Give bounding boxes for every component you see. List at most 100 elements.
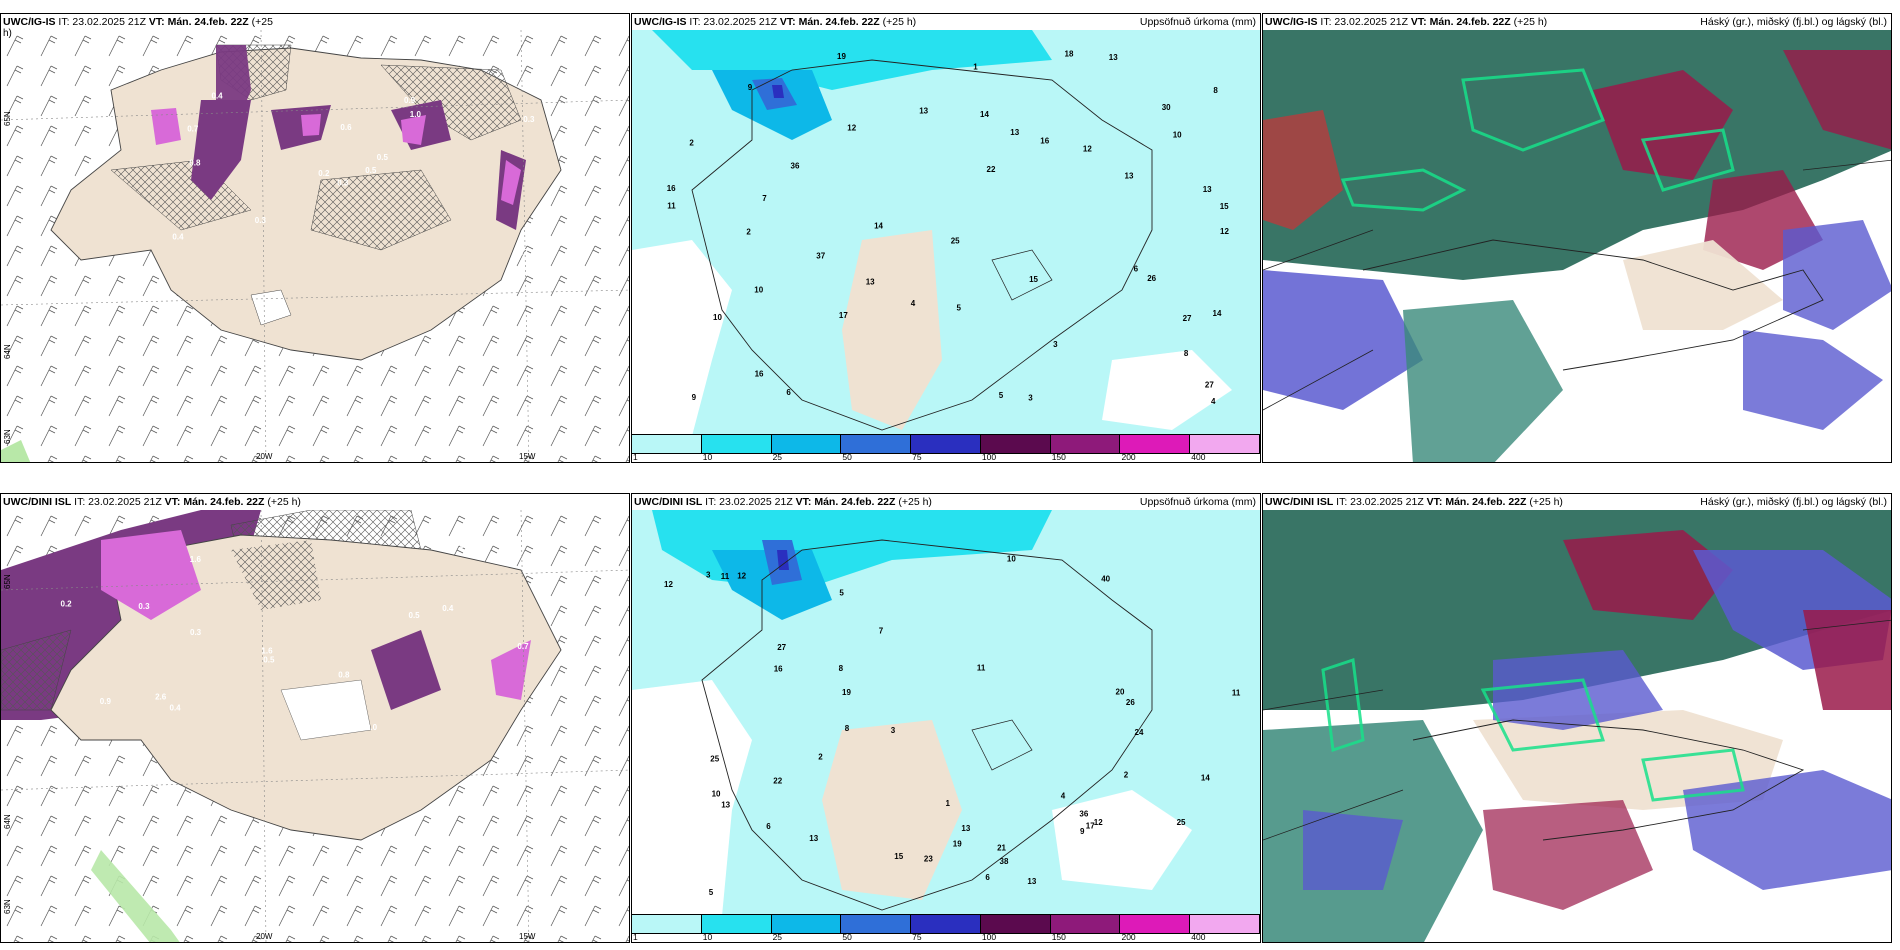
lat-label: 64N: [3, 814, 12, 829]
value-label: 37: [816, 252, 825, 261]
lon-label: 15W: [519, 932, 536, 941]
lon-label: 15W: [519, 452, 536, 461]
colorbar-swatch: [1050, 435, 1121, 453]
value-label: 6: [1134, 265, 1139, 274]
lat-label: 64N: [3, 344, 12, 359]
value-label: 13: [919, 107, 928, 116]
value-label: 7: [762, 194, 767, 203]
colorbar-tick-label: 200: [1121, 452, 1136, 462]
map-snow-dini: 2.01.62.60.3 0.40.60.70.30.50.40.90.21.60…: [1, 510, 629, 942]
value-label: 9: [1080, 827, 1085, 836]
value-label: 0.5: [377, 153, 389, 162]
value-label: 1.0: [410, 110, 422, 119]
value-label: 13: [1125, 172, 1134, 181]
value-label: 8: [1184, 349, 1189, 358]
value-label: 13: [1109, 53, 1118, 62]
map-snow-igis: 0.3 0.7 0.2 0.4 0.5 0.3 0.9 0.6 1.0 0.5 0.4 0.2 0.8 0…: [1, 30, 629, 462]
valid-time: VT: Mán. 24.feb. 22Z: [779, 16, 880, 28]
value-label: 0.3: [255, 216, 267, 225]
value-label: 11: [977, 664, 986, 673]
value-label: 13: [721, 801, 730, 810]
value-label: 12: [737, 571, 746, 580]
precip-value-labels: 1213161514141318273036261317102537161913…: [667, 49, 1230, 406]
colorbar-swatch: [771, 915, 842, 933]
value-label: 19: [842, 688, 851, 697]
panel-dini-clouds: UWC/DINI ISL IT: 23.02.2025 21Z VT: Mán.…: [1262, 493, 1892, 943]
value-label: 11: [721, 572, 730, 581]
colorbar-swatch: [1050, 915, 1121, 933]
value-label: 26: [1126, 698, 1135, 707]
panel-header: UWC/DINI ISL IT: 23.02.2025 21Z VT: Mán.…: [1263, 494, 1891, 510]
value-label: 9: [748, 83, 753, 92]
panel-header: UWC/DINI ISL IT: 23.02.2025 21Z VT: Mán.…: [1, 494, 629, 510]
value-label: 17: [1086, 822, 1095, 831]
colorbar: 1 10 25 50 75 100 150 200 400: [632, 914, 1260, 942]
value-label: 0.3: [523, 115, 535, 124]
field-title: Uppsöfnuð úrkoma (mm): [1139, 496, 1256, 508]
value-label: 30: [1162, 103, 1171, 112]
value-label: 0.8: [338, 670, 350, 679]
value-label: 38: [1000, 857, 1009, 866]
lon-label: 20W: [256, 932, 273, 941]
value-label: 12: [664, 580, 673, 589]
value-label: 12: [1083, 145, 1092, 154]
value-label: 7: [879, 627, 884, 636]
colorbar-swatches: [632, 914, 1260, 934]
value-label: 24: [1135, 728, 1144, 737]
colorbar-swatch: [841, 915, 912, 933]
colorbar-tick-label: 25: [772, 932, 783, 942]
lead-time: (+25 h): [1510, 16, 1548, 28]
value-label: 3: [1053, 340, 1058, 349]
colorbar-tick-label: 100: [981, 932, 997, 942]
value-label: 0.4: [170, 704, 182, 713]
value-label: 3: [891, 726, 896, 735]
value-label: 3: [706, 571, 711, 580]
map-precip-dini: 1513111211131925202722252313403836171426…: [632, 510, 1260, 916]
value-label: 1: [973, 62, 978, 71]
value-label: 12: [1220, 227, 1229, 236]
value-label: 17: [839, 311, 848, 320]
panel-igis-clouds: UWC/IG-IS IT: 23.02.2025 21Z VT: Mán. 24…: [1262, 13, 1892, 463]
value-label: 0.4: [442, 604, 454, 613]
value-label: 2: [818, 752, 823, 761]
lead-time-wrap: h): [3, 28, 12, 39]
value-label: 4: [1211, 397, 1216, 406]
init-time: IT: 23.02.2025 21Z: [686, 16, 780, 28]
colorbar-swatch: [701, 915, 772, 933]
value-label: 12: [847, 123, 856, 132]
value-label: 0.2: [318, 169, 330, 178]
colorbar-swatch: [771, 435, 842, 453]
map-clouds-dini: [1263, 510, 1891, 942]
value-label: 2: [689, 139, 694, 148]
value-label: 0.3: [337, 178, 349, 187]
value-label: 5: [999, 391, 1004, 400]
value-label: 10: [754, 286, 763, 295]
colorbar-tick-label: 100: [981, 452, 997, 462]
value-label: 0.3: [460, 541, 472, 550]
colorbar-swatch: [1190, 435, 1260, 453]
value-label: 13: [961, 824, 970, 833]
colorbar-swatch: [980, 915, 1051, 933]
init-time: IT: 23.02.2025 21Z: [1333, 496, 1427, 508]
value-label: 19: [953, 840, 962, 849]
value-label: 8: [839, 664, 844, 673]
panel-header: UWC/IG-IS IT: 23.02.2025 21Z VT: Mán. 24…: [1, 14, 629, 30]
value-label: 11: [1232, 688, 1241, 697]
colorbar-tick-label: 10: [702, 932, 713, 942]
value-label: 10: [1173, 131, 1182, 140]
value-label: 13: [1203, 185, 1212, 194]
value-label: 0.6: [350, 710, 362, 719]
value-label: 22: [987, 165, 996, 174]
lead-time: (+25: [248, 16, 273, 28]
model-label: UWC/IG-IS: [1265, 16, 1318, 28]
init-time: IT: 23.02.2025 21Z: [71, 496, 165, 508]
lead-time: (+25 h): [1526, 496, 1563, 508]
snow-value-labels: 2.01.62.60.3 0.40.60.70.30.50.40.90.21.60…: [61, 541, 530, 732]
colorbar-swatches: [632, 434, 1260, 454]
value-label: 6: [766, 822, 771, 831]
colorbar-swatch: [841, 435, 912, 453]
init-time: IT: 23.02.2025 21Z: [1317, 16, 1411, 28]
precip-value-labels: 1513111211131925202722252313403836171426…: [664, 554, 1241, 896]
colorbar-tick-label: 1: [633, 932, 638, 942]
colorbar-tick-label: 400: [1191, 452, 1206, 462]
